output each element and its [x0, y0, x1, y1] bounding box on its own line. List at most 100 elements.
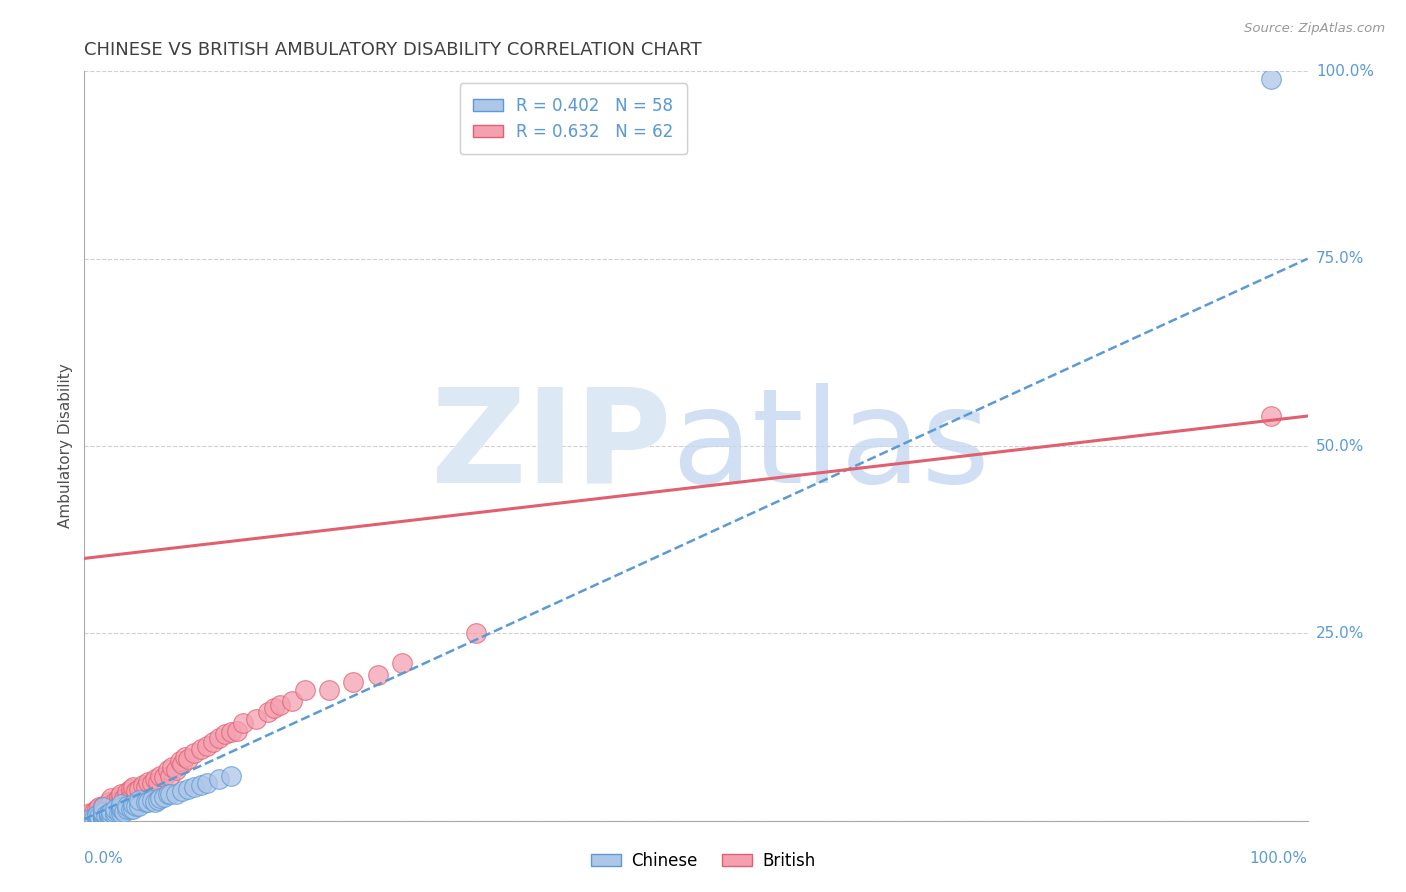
- Point: [165, 763, 187, 777]
- Point: [83, 805, 105, 819]
- Point: [91, 809, 114, 823]
- Point: [100, 797, 122, 812]
- Point: [201, 735, 224, 749]
- Point: [146, 774, 169, 789]
- Legend: Chinese, British: Chinese, British: [583, 846, 823, 877]
- Point: [122, 802, 145, 816]
- Y-axis label: Ambulatory Disability: Ambulatory Disability: [58, 364, 73, 528]
- Point: [172, 783, 194, 797]
- Point: [245, 713, 267, 727]
- Point: [104, 805, 127, 819]
- Point: [91, 802, 114, 816]
- Text: 75.0%: 75.0%: [1316, 252, 1364, 266]
- Text: atlas: atlas: [672, 383, 990, 509]
- Text: Source: ZipAtlas.com: Source: ZipAtlas.com: [1244, 22, 1385, 36]
- Point: [104, 802, 127, 816]
- Point: [156, 788, 179, 802]
- Text: 100.0%: 100.0%: [1250, 851, 1308, 866]
- Point: [162, 760, 184, 774]
- Point: [226, 723, 249, 738]
- Point: [263, 701, 285, 715]
- Point: [91, 800, 114, 814]
- Point: [97, 795, 120, 809]
- Point: [110, 792, 132, 806]
- Point: [110, 802, 132, 816]
- Point: [107, 789, 129, 804]
- Point: [146, 792, 169, 806]
- Point: [120, 782, 142, 797]
- Point: [128, 792, 150, 806]
- Point: [153, 789, 176, 804]
- Point: [143, 772, 166, 787]
- Point: [91, 811, 114, 825]
- Point: [97, 807, 120, 822]
- Point: [91, 811, 114, 825]
- Point: [91, 807, 114, 822]
- Point: [122, 797, 145, 812]
- Point: [86, 810, 108, 824]
- Point: [115, 798, 138, 813]
- Text: 100.0%: 100.0%: [1316, 64, 1374, 78]
- Point: [342, 675, 364, 690]
- Point: [141, 792, 163, 806]
- Point: [281, 694, 304, 708]
- Point: [91, 798, 114, 813]
- Point: [156, 763, 179, 777]
- Point: [173, 750, 195, 764]
- Point: [190, 778, 212, 792]
- Point: [100, 791, 122, 805]
- Point: [112, 805, 135, 819]
- Point: [79, 812, 101, 826]
- Point: [159, 769, 181, 783]
- Point: [136, 795, 159, 809]
- Point: [120, 802, 142, 816]
- Point: [294, 682, 316, 697]
- Point: [125, 798, 148, 813]
- Point: [110, 800, 132, 814]
- Point: [219, 769, 242, 783]
- Point: [115, 802, 138, 816]
- Point: [96, 807, 118, 822]
- Point: [1260, 71, 1282, 86]
- Point: [464, 626, 486, 640]
- Point: [104, 795, 127, 809]
- Point: [87, 811, 110, 825]
- Point: [91, 805, 114, 819]
- Point: [107, 806, 129, 821]
- Point: [110, 806, 132, 821]
- Text: 50.0%: 50.0%: [1316, 439, 1364, 453]
- Point: [195, 776, 218, 790]
- Point: [97, 810, 120, 824]
- Point: [125, 783, 148, 797]
- Point: [122, 788, 145, 802]
- Point: [86, 808, 108, 822]
- Point: [97, 798, 120, 813]
- Point: [107, 795, 129, 809]
- Point: [195, 739, 218, 753]
- Point: [110, 788, 132, 802]
- Point: [87, 809, 110, 823]
- Point: [86, 802, 108, 816]
- Point: [1260, 409, 1282, 423]
- Point: [208, 731, 231, 746]
- Point: [149, 769, 172, 783]
- Point: [153, 770, 176, 784]
- Text: ZIP: ZIP: [430, 383, 672, 509]
- Legend: R = 0.402   N = 58, R = 0.632   N = 62: R = 0.402 N = 58, R = 0.632 N = 62: [460, 84, 688, 154]
- Point: [208, 772, 231, 787]
- Point: [110, 797, 132, 812]
- Point: [159, 788, 181, 802]
- Text: 0.0%: 0.0%: [84, 851, 124, 866]
- Point: [367, 667, 389, 681]
- Point: [136, 774, 159, 789]
- Point: [128, 782, 150, 797]
- Point: [169, 754, 191, 768]
- Point: [190, 742, 212, 756]
- Point: [83, 811, 105, 825]
- Point: [132, 778, 155, 792]
- Point: [177, 752, 200, 766]
- Point: [91, 806, 114, 821]
- Point: [269, 698, 291, 712]
- Text: CHINESE VS BRITISH AMBULATORY DISABILITY CORRELATION CHART: CHINESE VS BRITISH AMBULATORY DISABILITY…: [84, 41, 702, 59]
- Point: [86, 810, 108, 824]
